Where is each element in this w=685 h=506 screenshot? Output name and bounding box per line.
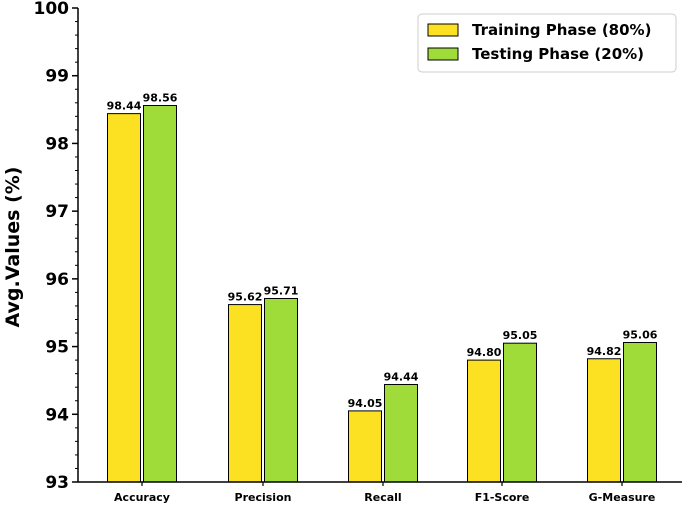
value-label: 95.71 [264, 284, 299, 297]
legend-swatch-series-1 [427, 23, 459, 37]
value-label: 94.82 [587, 345, 622, 358]
bars-group [107, 105, 657, 483]
y-tick-label: 93 [45, 473, 69, 493]
legend-label-series-2: Testing Phase (20%) [472, 45, 644, 63]
bar-g-measure-series-2 [623, 342, 657, 483]
legend-swatch-series-2 [427, 47, 459, 61]
x-tick-label: Recall [364, 491, 401, 504]
x-tick-label: G-Measure [589, 491, 656, 504]
value-label: 94.05 [348, 397, 383, 410]
legend-box [417, 13, 677, 73]
value-label: 98.44 [107, 100, 142, 113]
bar-recall-series-1 [348, 410, 382, 483]
bar-f1-score-series-1 [467, 359, 501, 483]
bar-accuracy-series-1 [107, 113, 141, 483]
y-tick-label: 97 [45, 202, 69, 222]
value-label: 98.56 [143, 92, 178, 105]
bar-accuracy-series-2 [143, 105, 177, 483]
bar-f1-score-series-2 [503, 342, 537, 483]
y-axis-label: Avg.Values (%) [2, 167, 24, 328]
bar-precision-series-2 [264, 297, 298, 483]
x-tick-label: Precision [235, 491, 292, 504]
y-tick-label: 100 [34, 0, 70, 19]
value-label: 95.62 [228, 291, 263, 304]
value-label: 94.44 [384, 370, 419, 383]
bar-recall-series-2 [384, 383, 418, 483]
value-label: 94.80 [467, 346, 502, 359]
legend: Training Phase (80%) Testing Phase (20%) [417, 13, 677, 73]
legend-label-series-1: Training Phase (80%) [472, 21, 651, 39]
bar-precision-series-1 [228, 304, 262, 483]
value-label: 95.06 [623, 329, 658, 342]
axes-group: Accuracy Precision Recall F1-Score G-Measure… [34, 0, 682, 504]
y-tick-label: 98 [45, 134, 69, 154]
bar-g-measure-series-1 [587, 358, 621, 483]
y-tick-label: 95 [45, 338, 69, 358]
x-tick-label: Accuracy [114, 491, 170, 504]
y-tick-label: 96 [45, 270, 69, 290]
y-tick-label: 99 [45, 67, 69, 87]
value-label: 95.05 [503, 329, 538, 342]
x-tick-label: F1-Score [475, 491, 530, 504]
y-tick-label: 94 [45, 405, 69, 425]
